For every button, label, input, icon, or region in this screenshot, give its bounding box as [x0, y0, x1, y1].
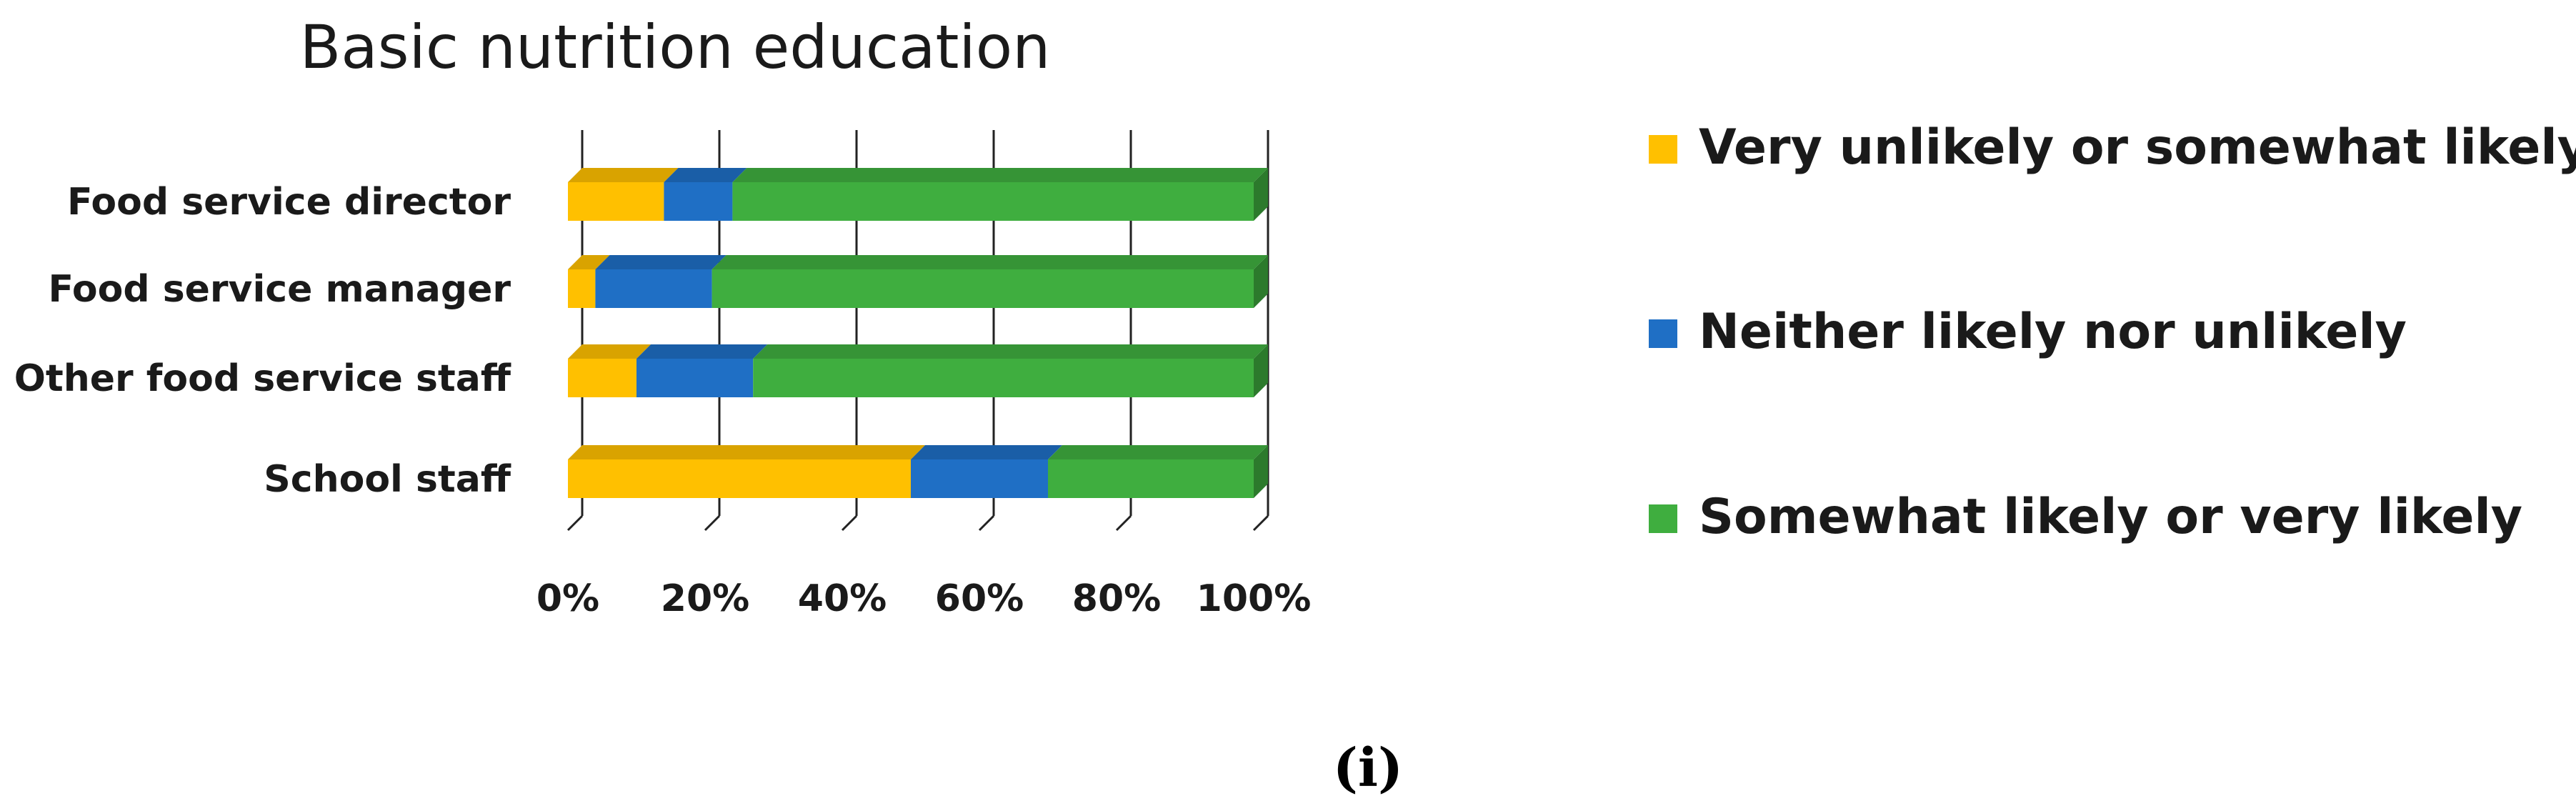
- x-axis-ticks: 0% 20% 40% 60% 80% 100%: [536, 577, 1311, 620]
- legend: Very unlikely or somewhat likely Neither …: [1649, 119, 2576, 545]
- gridline-floor: [841, 514, 858, 532]
- bar-top-face: [568, 168, 679, 182]
- bar-top-face: [636, 344, 768, 359]
- bar-segment: [753, 359, 1254, 397]
- bar-top-face: [568, 445, 925, 459]
- x-tick-label: 100%: [1197, 577, 1312, 620]
- bar-segment: [664, 182, 733, 221]
- category-labels: Food service director Food service manage…: [14, 181, 511, 501]
- bars: [568, 168, 1268, 498]
- bar-top-face: [732, 168, 1268, 182]
- bar-segment: [568, 182, 664, 221]
- bar-top-face: [568, 255, 610, 269]
- bar-top-face: [911, 445, 1062, 459]
- bar-segment: [568, 269, 596, 308]
- gridline-floor: [1115, 514, 1132, 532]
- legend-swatch: [1649, 319, 1677, 348]
- bar-top-face: [753, 344, 1268, 359]
- bar-end-face: [1254, 168, 1268, 221]
- gridline-floor: [1252, 514, 1269, 532]
- legend-label: Very unlikely or somewhat likely: [1699, 119, 2576, 176]
- x-tick-label: 80%: [1072, 577, 1161, 620]
- bar-segment: [568, 359, 636, 397]
- bar-top-face: [568, 344, 651, 359]
- bar-segment: [712, 269, 1254, 308]
- legend-label: Somewhat likely or very likely: [1699, 489, 2522, 545]
- bar-segment: [568, 459, 911, 498]
- legend-label: Neither likely nor unlikely: [1699, 304, 2407, 360]
- bar-segment: [732, 182, 1254, 221]
- bar-segment: [911, 459, 1048, 498]
- gridline-floor: [566, 514, 584, 532]
- bar-segment: [1048, 459, 1254, 498]
- category-label: Other food service staff: [14, 357, 511, 400]
- bar-top-face: [664, 168, 747, 182]
- bar-segment: [595, 269, 712, 308]
- x-tick-label: 40%: [798, 577, 887, 620]
- figure-caption: (i): [1333, 737, 1403, 799]
- bar-top-face: [595, 255, 727, 269]
- bar-end-face: [1254, 445, 1268, 498]
- bar-segment: [636, 359, 754, 397]
- category-label: School staff: [264, 458, 511, 501]
- bar-end-face: [1254, 344, 1268, 397]
- x-tick-label: 60%: [935, 577, 1024, 620]
- gridline-floor: [978, 514, 995, 532]
- category-label: Food service manager: [49, 268, 511, 311]
- chart-title: Basic nutrition education: [300, 12, 1051, 82]
- legend-swatch: [1649, 135, 1677, 164]
- legend-swatch: [1649, 504, 1677, 533]
- bar-top-face: [1048, 445, 1268, 459]
- category-label: Food service director: [67, 181, 511, 224]
- bar-top-face: [712, 255, 1268, 269]
- x-tick-label: 20%: [661, 577, 749, 620]
- x-tick-label: 0%: [536, 577, 599, 620]
- gridline-floor: [704, 514, 721, 532]
- bar-end-face: [1254, 255, 1268, 308]
